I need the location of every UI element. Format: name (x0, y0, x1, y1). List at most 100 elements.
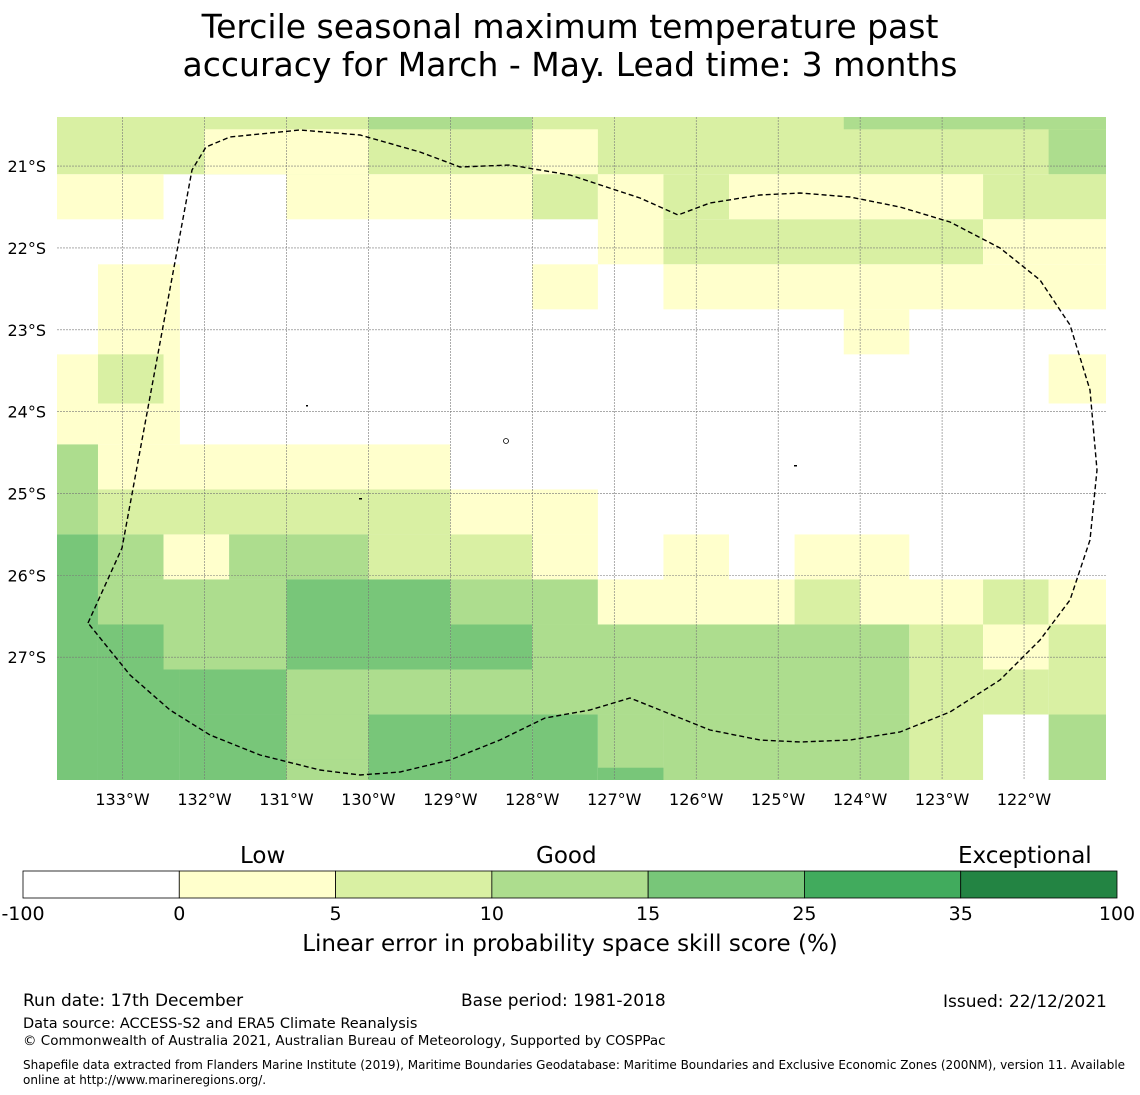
skill-cell (909, 624, 984, 780)
map-title-line-2: accuracy for March - May. Lead time: 3 m… (182, 45, 958, 84)
longitude-label: 133°W (95, 790, 150, 809)
colorbar-tick-label: 35 (949, 903, 973, 925)
category-label-low: Low (240, 843, 286, 869)
category-label-good: Good (536, 843, 597, 869)
colorbar-segment (335, 870, 493, 899)
skill-cell (532, 534, 598, 580)
skill-cell (163, 534, 230, 580)
skill-cell (1048, 714, 1106, 780)
latitude-label: 24°S (7, 403, 46, 422)
skill-cell (97, 669, 180, 780)
skill-cell (794, 579, 861, 625)
skill-cell (450, 489, 598, 535)
data-source: Data source: ACCESS-S2 and ERA5 Climate … (23, 1016, 418, 1032)
colorbar-tick-label: 25 (792, 903, 816, 925)
category-label-exceptional: Exceptional (958, 843, 1092, 869)
colorbar-tick-label: 5 (330, 903, 342, 925)
colorbar-segment (647, 870, 805, 899)
skill-cell (663, 219, 984, 265)
colorbar-segment (960, 870, 1118, 899)
skill-cell (97, 624, 164, 670)
skill-cell (450, 579, 598, 625)
colorbar-tick-label: -100 (1, 903, 44, 925)
run-date: Run date: 17th December (23, 991, 244, 1011)
latitude-label: 25°S (7, 485, 46, 504)
colorbar-segment (178, 870, 336, 899)
longitude-label: 131°W (259, 790, 314, 809)
skill-cell (983, 624, 1049, 670)
map-title-line-1: Tercile seasonal maximum temperature pas… (201, 7, 939, 46)
skill-cell (450, 624, 533, 670)
skill-cell (532, 624, 910, 670)
skill-cell (57, 444, 98, 535)
skill-cell (1048, 354, 1106, 404)
skill-cell (532, 129, 598, 175)
latitude-label: 22°S (7, 239, 46, 258)
colorbar-segment (804, 870, 962, 899)
base-period: Base period: 1981-2018 (461, 991, 666, 1011)
longitude-label: 125°W (751, 790, 806, 809)
longitude-label: 126°W (669, 790, 724, 809)
skill-cell (794, 534, 910, 580)
skill-cell (1048, 129, 1106, 175)
longitude-label: 123°W (915, 790, 970, 809)
longitude-label: 132°W (177, 790, 232, 809)
skill-cell (729, 174, 984, 220)
skill-cell (532, 714, 598, 780)
skill-cell (860, 579, 984, 625)
colorbar-segment (491, 870, 649, 899)
skill-cell (97, 534, 164, 580)
skill-grid-cells (57, 117, 1106, 780)
skill-cell (286, 759, 369, 780)
colorbar-tick-label: 10 (480, 903, 504, 925)
longitude-label: 128°W (505, 790, 560, 809)
longitude-label: 122°W (997, 790, 1052, 809)
skill-cell (97, 444, 451, 490)
island-marker (503, 438, 509, 444)
skill-cell (1048, 669, 1106, 715)
colorbar-tick-label: 100 (1099, 903, 1135, 925)
skill-cell (179, 669, 287, 715)
skill-cell (663, 264, 1106, 310)
skill-cell (1048, 624, 1106, 670)
longitude-label: 127°W (587, 790, 642, 809)
skill-cell (57, 354, 98, 445)
skill-cell (597, 174, 664, 265)
skill-cell (286, 714, 369, 760)
latitude-label: 27°S (7, 648, 46, 667)
island-marker (306, 405, 308, 407)
colorbar-axis-label: Linear error in probability space skill … (302, 931, 838, 957)
longitude-label: 129°W (423, 790, 478, 809)
skill-cell (597, 767, 664, 780)
skill-cell (57, 174, 164, 220)
skill-cell (983, 219, 1106, 265)
skill-cell (983, 174, 1106, 220)
longitude-tick-labels: 133°W 132°W 131°W 130°W 129°W 128°W 127°W 126°W… (95, 790, 1051, 809)
copyright-notice: © Commonwealth of Australia 2021, Austra… (23, 1033, 666, 1049)
skill-cell (532, 264, 598, 310)
colorbar-tick-label: 0 (173, 903, 185, 925)
skill-cell (286, 174, 533, 220)
skill-cell (663, 714, 910, 780)
longitude-label: 124°W (833, 790, 888, 809)
issued-date: Issued: 22/12/2021 (943, 992, 1107, 1012)
colorbar-tick-labels: -100 0 5 10 15 25 35 100 (1, 903, 1135, 925)
skill-cell (983, 579, 1049, 625)
skill-cell (97, 489, 451, 535)
latitude-label: 21°S (7, 157, 46, 176)
shapefile-credit: Shapefile data extracted from Flanders M… (23, 1058, 1126, 1087)
skill-cell (532, 174, 598, 220)
colorbar (22, 870, 1118, 899)
skill-cell (843, 309, 910, 355)
latitude-tick-labels: 21°S 22°S 23°S 24°S 25°S 26°S 27°S (7, 157, 46, 667)
island-marker (359, 498, 362, 500)
skill-cell (983, 669, 1049, 715)
skill-cell (843, 117, 1106, 130)
skill-cell (229, 534, 369, 580)
eez-boundary-line (87, 129, 1098, 776)
graticule-lines (57, 117, 1106, 780)
longitude-label: 130°W (341, 790, 396, 809)
colorbar-tick-label: 15 (636, 903, 660, 925)
colorbar-segment (22, 870, 180, 899)
